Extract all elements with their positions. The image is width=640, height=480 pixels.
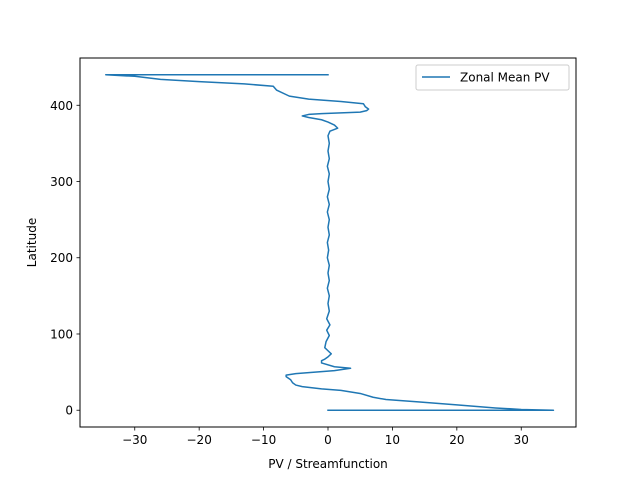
- y-tick-label: 400: [50, 99, 73, 113]
- y-tick-label: 200: [50, 251, 73, 265]
- y-tick-label: 0: [65, 404, 73, 418]
- x-tick-label: −30: [122, 433, 147, 447]
- y-axis-label: Latitude: [25, 218, 39, 267]
- legend-box: [415, 64, 570, 91]
- plot-frame: [79, 57, 577, 428]
- x-tick-label: 20: [449, 433, 464, 447]
- x-tick-label: 30: [514, 433, 529, 447]
- y-tick-label: 300: [50, 175, 73, 189]
- x-axis-label: PV / Streamfunction: [268, 457, 388, 471]
- plot-area: [105, 74, 555, 411]
- legend: Zonal Mean PV: [415, 64, 570, 91]
- series-line-0: [105, 74, 555, 411]
- x-tick-label: −10: [251, 433, 276, 447]
- x-tick-label: 10: [385, 433, 400, 447]
- y-tick-label: 100: [50, 327, 73, 341]
- legend-label: Zonal Mean PV: [460, 71, 550, 85]
- x-tick-label: −20: [187, 433, 212, 447]
- x-tick-label: 0: [324, 433, 332, 447]
